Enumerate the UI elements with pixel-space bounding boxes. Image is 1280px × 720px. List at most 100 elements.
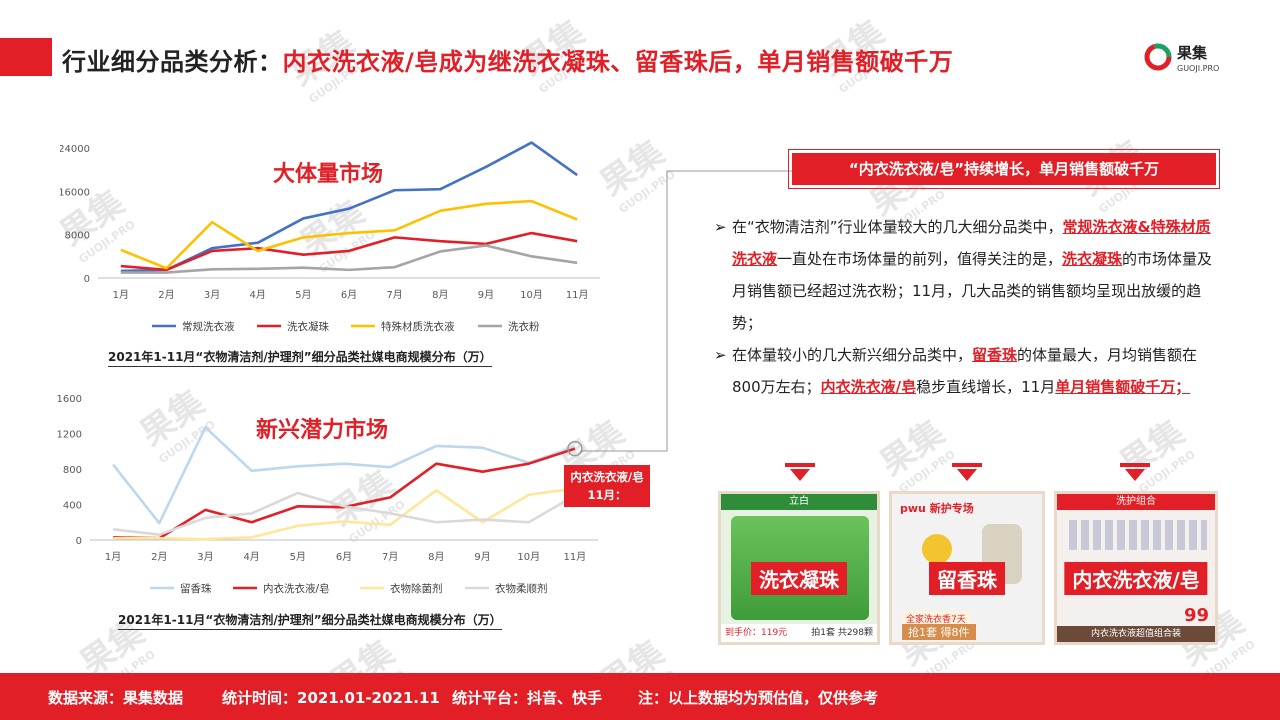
bullet2-highlight1: 留香珠 (972, 346, 1018, 364)
bullet2-text2: 的体量最大，月均销售额在800万左右； (732, 346, 1198, 396)
card1-price: 到手价：119元 (725, 628, 788, 638)
chart2-caption: 2021年1-11月“衣物清洁剂/护理剂”细分品类社媒电商规模分布（万） (118, 611, 502, 630)
x-tick-label: 7月 (382, 551, 398, 563)
footer-source: 数据来源：果集数据 (48, 689, 184, 707)
y-tick-label: 0 (76, 536, 82, 547)
x-tick-label: 10月 (520, 289, 543, 301)
bullet1-text2: 一直处在市场体量的前列，值得关注的是， (777, 250, 1063, 268)
page-title-prefix: 行业细分品类分析： (62, 48, 283, 76)
x-tick-label: 1月 (113, 289, 129, 301)
chart1-caption: 2021年1-11月“衣物清洁剂/护理剂”细分品类社媒电商规模分布（万） (108, 348, 492, 367)
card3-label: 内衣洗衣液/皂 (1064, 562, 1208, 595)
y-tick-label: 24000 (60, 144, 90, 155)
bullet-2: ➢ 在体量较小的几大新兴细分品类中，留香珠的体量最大，月均销售额在800万左右；内… (714, 339, 1214, 403)
product-card-scent-beads[interactable]: pwu 新护专场 留香珠 全家洗衣香7天 抢1套 得8件 (889, 491, 1045, 645)
page-title-highlight: 内衣洗衣液/皂成为继洗衣凝珠、留香珠后，单月销售额破千万 (282, 48, 954, 76)
series-line-3 (112, 491, 576, 536)
down-arrow-icon (952, 463, 982, 481)
y-tick-label: 400 (63, 501, 82, 512)
annotation-marker (567, 440, 583, 457)
legend-label: 洗衣凝珠 (287, 320, 329, 333)
x-tick-label: 10月 (517, 551, 540, 563)
x-tick-label: 9月 (478, 289, 494, 301)
x-tick-label: 9月 (474, 551, 490, 563)
card3-top-tag: 洗护组合 (1057, 494, 1215, 510)
footer-time: 统计时间：2021.01-2021.11 (222, 689, 440, 707)
chart2-title: 新兴潜力市场 (256, 418, 389, 443)
card2-bead-image (922, 534, 952, 564)
down-arrow-icon (785, 463, 815, 481)
legend-label: 留香珠 (180, 582, 212, 595)
bullet2-text1: 在体量较小的几大新兴细分品类中， (732, 346, 973, 364)
x-tick-label: 4月 (250, 289, 266, 301)
x-tick-label: 6月 (341, 289, 357, 301)
legend-label: 衣物柔顺剂 (495, 582, 548, 595)
insight-bullets: ➢ 在“衣物清洁剂”行业体量较大的几大细分品类中，常规洗衣液&特殊材质洗衣液一直处… (714, 211, 1214, 403)
product-card-underwear-detergent[interactable]: 洗护组合 内衣洗衣液/皂 99 内衣洗衣液超值组合装 (1054, 491, 1218, 645)
bullet2-text3: 稳步直线增长，11月 (916, 378, 1056, 396)
card1-extra: 拍1套 共298颗 (811, 628, 873, 638)
bullet-marker-icon: ➢ (714, 218, 727, 236)
x-tick-label: 2月 (151, 551, 167, 563)
card3-bottles-image (1069, 520, 1207, 550)
logo-text: 果集 (1176, 44, 1208, 62)
footer-bar: 数据来源：果集数据 统计时间：2021.01-2021.11 统计平台：抖音、快… (0, 673, 1280, 720)
bullet1-highlight2: 洗衣凝珠 (1062, 250, 1123, 268)
x-tick-label: 5月 (295, 289, 311, 301)
y-tick-label: 1200 (57, 430, 82, 441)
insight-banner: “内衣洗衣液/皂”持续增长，单月销售额破千万 (792, 153, 1216, 185)
callout-connector (580, 170, 792, 452)
card1-top-tag: 立白 (721, 494, 877, 510)
card3-price-badge: 99 (1183, 605, 1209, 626)
brand-logo: 果集 GUOJI.PRO (1142, 40, 1242, 76)
legend-label: 洗衣粉 (508, 320, 540, 333)
x-tick-label: 7月 (386, 289, 402, 301)
x-tick-label: 3月 (204, 289, 220, 301)
bullet1-text3: 的市场体量及月销售额已经超过洗衣粉；11月，几大品类的销售额均呈现出放缓的趋势； (732, 250, 1213, 332)
x-tick-label: 6月 (336, 551, 352, 563)
down-arrow-icon (1120, 463, 1150, 481)
bullet1-highlight1: 常规洗衣液&特殊材质洗衣液 (732, 218, 1211, 268)
x-tick-label: 5月 (290, 551, 306, 563)
annotation-line1: 内衣洗衣液/皂 (570, 470, 644, 484)
card3-footer: 内衣洗衣液超值组合装 (1057, 626, 1215, 642)
chart1-large-market: 0 8000 16000 24000 1月 2月 3月 4月 5月 6月 7月 8月 9月 10月 11月常… (60, 141, 600, 333)
y-tick-label: 16000 (60, 187, 90, 198)
bullet-1: ➢ 在“衣物清洁剂”行业体量较大的几大细分品类中，常规洗衣液&特殊材质洗衣液一直处… (714, 211, 1214, 339)
title-accent-bar (0, 38, 52, 76)
y-tick-label: 0 (84, 274, 90, 285)
x-tick-label: 11月 (564, 551, 587, 563)
footer-note: 注：以上数据均为预估值，仅供参考 (638, 689, 879, 707)
logo-subtext: GUOJI.PRO (1177, 64, 1219, 73)
logo-icon: 果集 GUOJI.PRO (1144, 43, 1219, 73)
bullet1-text1: 在“衣物清洁剂”行业体量较大的几大细分品类中， (732, 218, 1063, 236)
bullet2-highlight3: 单月销售额破千万； (1055, 378, 1191, 396)
y-tick-label: 800 (63, 465, 82, 476)
legend-label: 内衣洗衣液/皂 (263, 582, 330, 595)
card2-top-tag: pwu 新护专场 (900, 502, 974, 515)
footer-platform: 统计平台：抖音、快手 (452, 689, 603, 707)
page-title: 行业细分品类分析：内衣洗衣液/皂成为继洗衣凝珠、留香珠后，单月销售额破千万 (62, 42, 953, 77)
x-tick-label: 8月 (432, 289, 448, 301)
x-tick-label: 11月 (566, 289, 589, 301)
banner-outline (788, 149, 1220, 189)
series-line-2 (113, 487, 576, 541)
y-tick-label: 1600 (57, 394, 82, 405)
annotation-callout: 内衣洗衣液/皂 11月：1028.8W (564, 465, 650, 520)
card2-label: 留香珠 (929, 562, 1005, 595)
card2-extra: 抢1套 得8件 (902, 624, 976, 640)
series-line-1 (113, 447, 576, 540)
bullet-marker-icon: ➢ (714, 346, 727, 364)
bullet2-highlight2: 内衣洗衣液/皂 (820, 378, 917, 396)
annotation-line2: 11月：1028.8W (578, 488, 636, 520)
chart1-title: 大体量市场 (273, 162, 384, 187)
legend-label: 衣物除菌剂 (390, 582, 443, 595)
x-tick-label: 3月 (197, 551, 213, 563)
product-card-laundry-pods[interactable]: 立白 洗衣凝珠 到手价：119元 拍1套 共298颗 (718, 491, 880, 645)
card1-label: 洗衣凝珠 (751, 562, 847, 595)
x-tick-label: 1月 (105, 551, 121, 563)
legend-label: 常规洗衣液 (182, 320, 235, 333)
card2-promo: 全家洗衣香7天 (902, 611, 970, 626)
